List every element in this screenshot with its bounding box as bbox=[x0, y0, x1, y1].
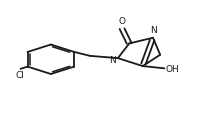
Text: N: N bbox=[109, 55, 116, 64]
Text: O: O bbox=[119, 17, 126, 26]
Text: OH: OH bbox=[165, 64, 179, 73]
Text: Cl: Cl bbox=[15, 70, 24, 79]
Text: N: N bbox=[151, 26, 157, 35]
